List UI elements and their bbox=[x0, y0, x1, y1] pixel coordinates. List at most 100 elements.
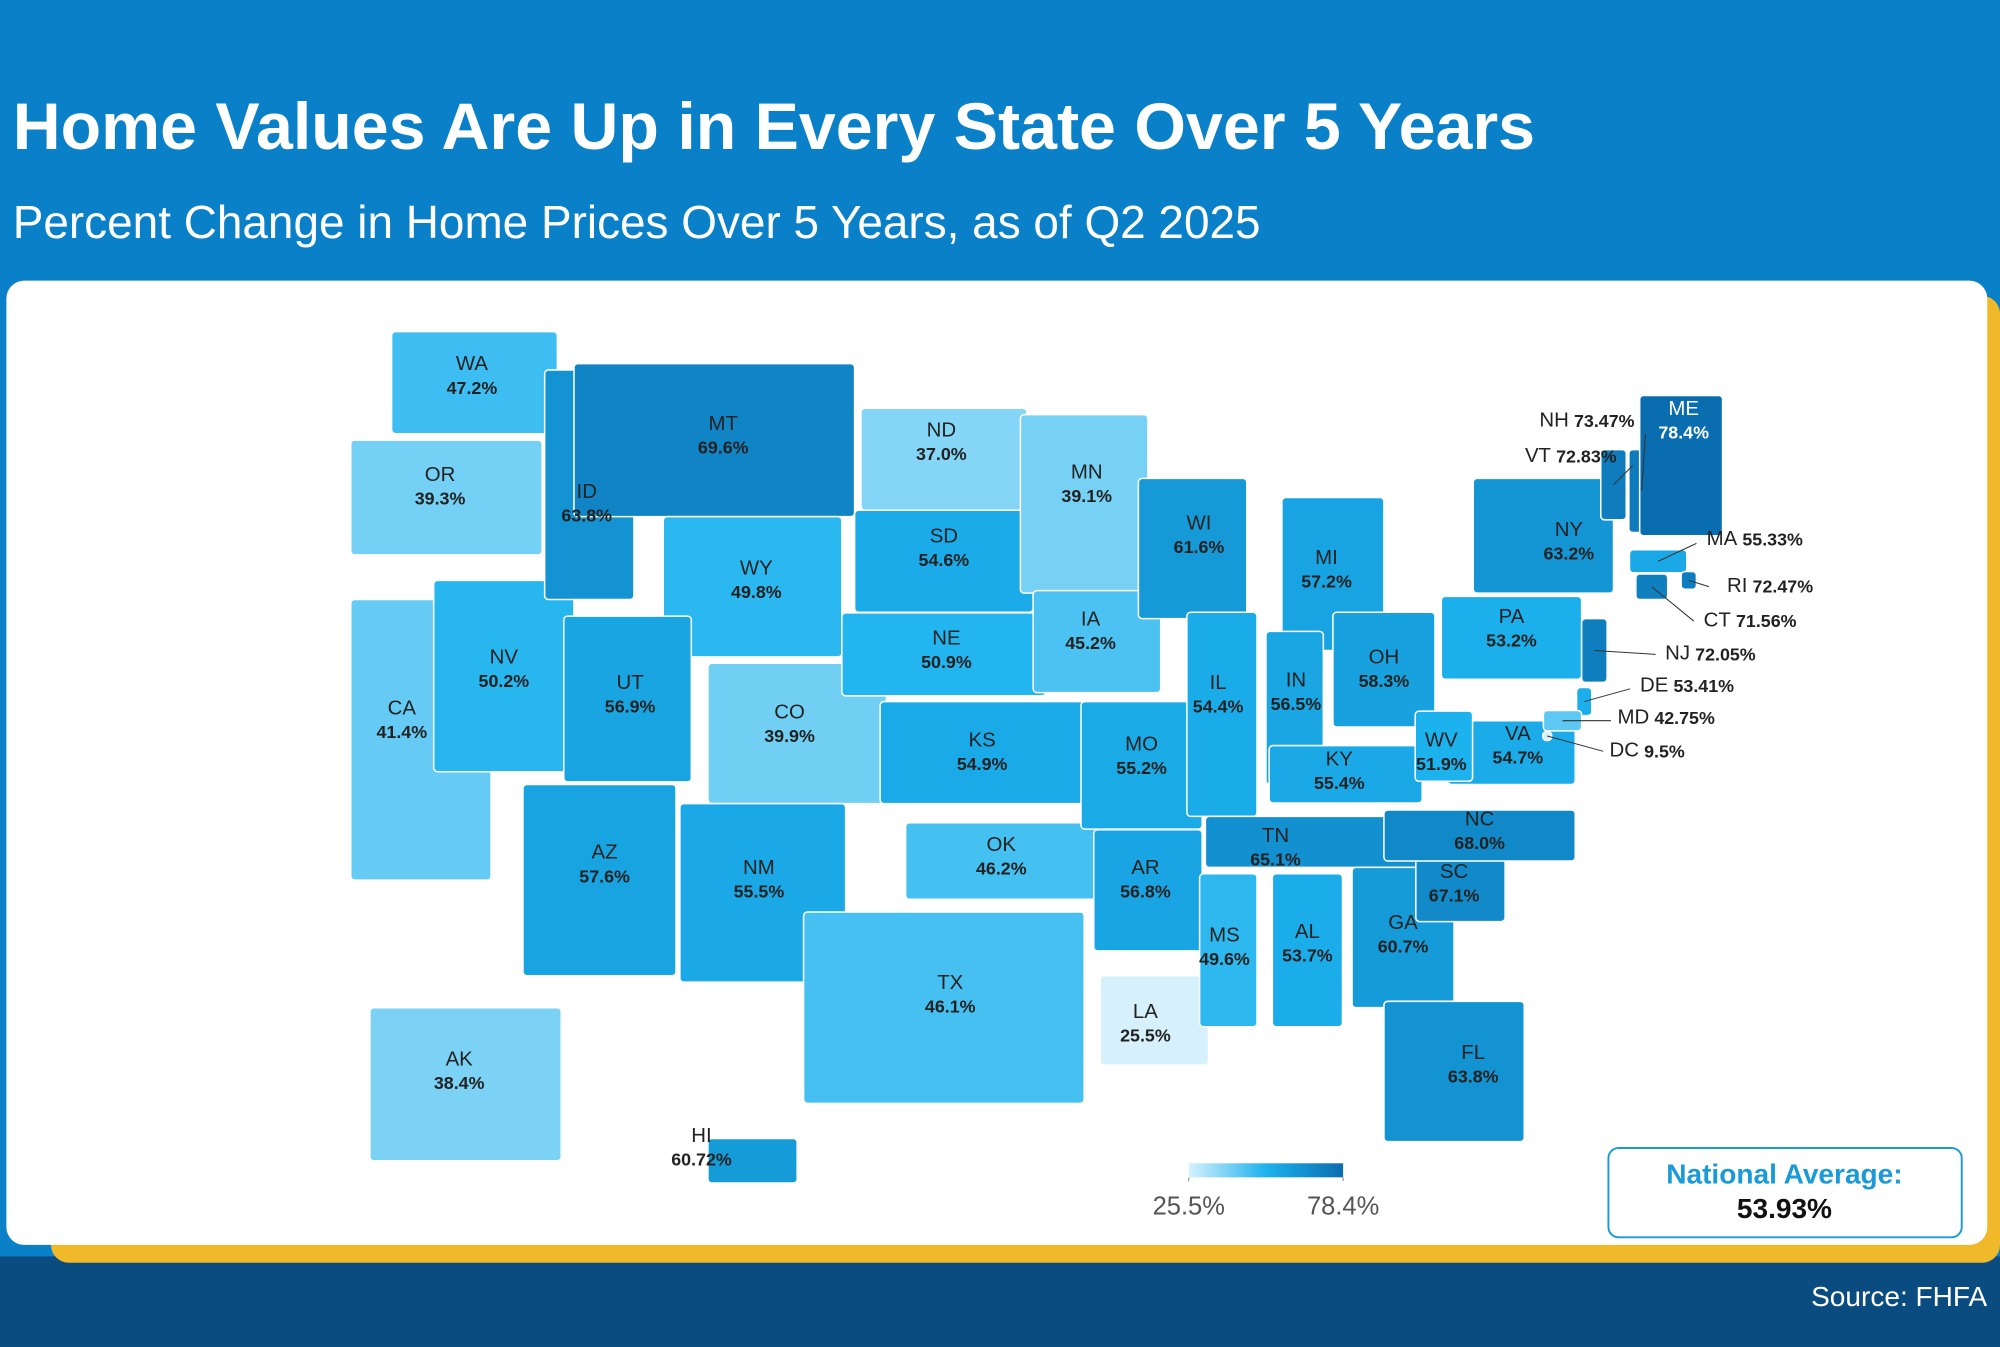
leader-line bbox=[1547, 735, 1604, 752]
value-label: 55.33% bbox=[1742, 530, 1803, 550]
value-label: 72.83% bbox=[1556, 447, 1617, 467]
state bbox=[563, 615, 693, 783]
value-label: 50.9% bbox=[921, 652, 972, 672]
value-label: 57.6% bbox=[579, 866, 630, 886]
value-label: 60.7% bbox=[1378, 936, 1429, 956]
state-label: TN bbox=[1262, 825, 1289, 847]
value-label: 46.2% bbox=[976, 859, 1027, 879]
value-label: 53.41% bbox=[1673, 676, 1734, 696]
national-average-box bbox=[1607, 1147, 1963, 1239]
value-label: 37.0% bbox=[916, 444, 967, 464]
state-label: UT bbox=[617, 672, 644, 694]
state-label: CA bbox=[388, 698, 417, 720]
state-label: IL bbox=[1210, 672, 1227, 694]
state bbox=[1032, 589, 1162, 694]
state-label: PA bbox=[1499, 606, 1525, 628]
state-label: HI bbox=[691, 1125, 711, 1147]
value-label: 39.9% bbox=[764, 726, 815, 746]
state-label: WY bbox=[740, 557, 773, 579]
state-label: VA bbox=[1505, 723, 1531, 745]
state-label: MT bbox=[708, 413, 737, 435]
value-label: 68.0% bbox=[1454, 833, 1505, 853]
source: Source: FHFA bbox=[1811, 1281, 1987, 1312]
state-label: DE bbox=[1640, 675, 1668, 697]
state-label: TX bbox=[937, 972, 963, 994]
state bbox=[1472, 477, 1615, 594]
value-label: 41.4% bbox=[376, 722, 427, 742]
state-label: ID bbox=[577, 481, 597, 503]
state bbox=[879, 700, 1085, 805]
leader-line bbox=[1651, 586, 1695, 622]
state-label: OK bbox=[987, 834, 1017, 856]
value-label: 71.56% bbox=[1736, 611, 1797, 631]
value-label: 56.8% bbox=[1120, 882, 1171, 902]
value-label: 38.4% bbox=[434, 1073, 485, 1093]
state-label: MD bbox=[1618, 707, 1650, 729]
national-average-label: National Average: bbox=[1666, 1158, 1902, 1189]
value-label: 63.8% bbox=[561, 505, 612, 525]
state bbox=[1383, 809, 1577, 862]
state-label: CO bbox=[774, 701, 805, 723]
state-label: OH bbox=[1369, 647, 1400, 669]
state-label: AZ bbox=[592, 842, 618, 864]
leader-line bbox=[1594, 650, 1656, 655]
value-label: 49.8% bbox=[731, 582, 782, 602]
state-label: IA bbox=[1081, 608, 1101, 630]
state-label: RI bbox=[1727, 575, 1747, 597]
state-label: NJ bbox=[1665, 643, 1690, 665]
value-label: 39.1% bbox=[1061, 486, 1112, 506]
state-label: MN bbox=[1071, 462, 1103, 484]
state bbox=[1638, 394, 1724, 537]
national-average-value: 53.93% bbox=[1737, 1193, 1832, 1224]
value-label: 54.6% bbox=[919, 550, 970, 570]
state-label: WI bbox=[1187, 513, 1212, 535]
state-label: ME bbox=[1668, 398, 1699, 420]
leader-line bbox=[1613, 465, 1634, 486]
state-label: KY bbox=[1326, 749, 1354, 771]
state-label: NC bbox=[1465, 809, 1494, 831]
state bbox=[350, 439, 543, 556]
colorbar bbox=[1188, 1163, 1344, 1178]
leader-line bbox=[1688, 579, 1710, 588]
state bbox=[802, 911, 1085, 1105]
state-label: WA bbox=[456, 353, 488, 375]
leader-line bbox=[1584, 688, 1631, 703]
state bbox=[1383, 1000, 1525, 1143]
footer-band bbox=[0, 1256, 2000, 1347]
subtitle: Percent Change in Home Prices Over 5 Yea… bbox=[13, 196, 1261, 248]
value-label: 39.3% bbox=[415, 489, 466, 509]
colorbar-tick-label: 78.4% bbox=[1307, 1193, 1379, 1221]
value-label: 56.9% bbox=[605, 697, 656, 717]
value-label: 50.2% bbox=[479, 671, 530, 691]
state bbox=[369, 1006, 562, 1162]
value-label: 61.6% bbox=[1174, 537, 1225, 557]
value-label: 54.9% bbox=[957, 754, 1008, 774]
value-label: 45.2% bbox=[1065, 633, 1116, 653]
value-label: 54.4% bbox=[1193, 697, 1244, 717]
value-label: 65.1% bbox=[1250, 850, 1301, 870]
state-label: NE bbox=[932, 627, 960, 649]
value-label: 47.2% bbox=[447, 378, 498, 398]
value-label: 49.6% bbox=[1199, 949, 1250, 969]
state bbox=[1271, 872, 1344, 1028]
state bbox=[707, 1137, 798, 1184]
value-label: 67.1% bbox=[1429, 885, 1480, 905]
value-label: 69.6% bbox=[698, 438, 749, 458]
value-label: 78.4% bbox=[1658, 422, 1709, 442]
state bbox=[1332, 611, 1436, 728]
state-label: MO bbox=[1125, 733, 1158, 755]
value-label: 63.2% bbox=[1544, 544, 1595, 564]
state-label: WV bbox=[1425, 729, 1458, 751]
state-label: MI bbox=[1315, 547, 1338, 569]
value-label: 54.7% bbox=[1493, 748, 1544, 768]
state-label: SC bbox=[1440, 861, 1468, 883]
value-label: 57.2% bbox=[1301, 572, 1352, 592]
colorbar-tick-label: 25.5% bbox=[1153, 1193, 1225, 1221]
state bbox=[522, 783, 677, 977]
value-label: 42.75% bbox=[1654, 708, 1715, 728]
state-label: SD bbox=[930, 525, 958, 547]
state bbox=[1198, 872, 1258, 1028]
state-label: IN bbox=[1286, 670, 1306, 692]
state-label: VT bbox=[1525, 445, 1551, 467]
